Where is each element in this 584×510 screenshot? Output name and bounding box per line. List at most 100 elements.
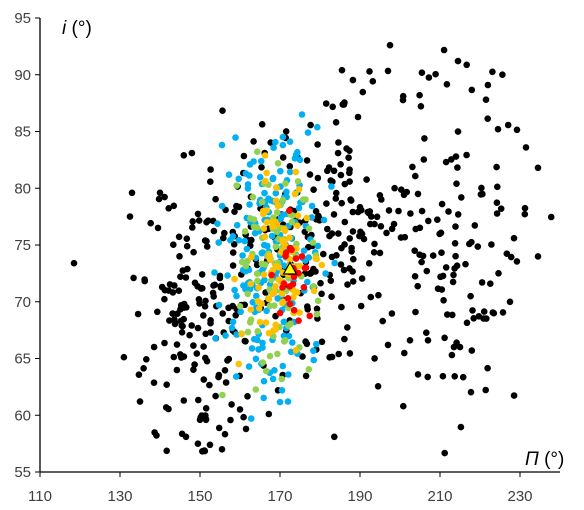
data-point (258, 260, 266, 268)
data-point (318, 261, 326, 269)
data-point (250, 138, 257, 145)
data-point (206, 441, 214, 449)
data-point (401, 349, 408, 357)
data-point (302, 372, 310, 380)
data-point (307, 121, 314, 129)
data-point (143, 356, 150, 363)
data-point (244, 181, 252, 188)
data-point (424, 373, 432, 381)
data-point (173, 341, 181, 348)
data-point (453, 339, 460, 347)
data-point (256, 173, 264, 181)
data-point (349, 76, 357, 84)
data-point (314, 242, 322, 250)
data-point (298, 253, 306, 260)
data-point (141, 277, 148, 285)
data-point (189, 224, 196, 231)
data-point (218, 202, 226, 210)
data-point (338, 66, 346, 74)
data-point (448, 156, 455, 163)
x-axis-title: Π (°) (525, 449, 564, 470)
data-point (279, 362, 287, 370)
data-point (269, 375, 277, 383)
data-point (186, 331, 193, 339)
data-point (313, 305, 321, 313)
data-point (156, 189, 164, 197)
data-point (286, 207, 293, 214)
data-point (291, 190, 299, 198)
data-point (195, 396, 202, 404)
data-point (272, 197, 280, 204)
data-point (463, 151, 470, 159)
data-point (180, 397, 188, 404)
data-point (215, 424, 223, 432)
data-point (444, 311, 451, 318)
data-point (244, 290, 251, 298)
data-point (210, 227, 218, 235)
data-point (359, 88, 367, 96)
data-point (194, 440, 202, 448)
highlight-marker (282, 261, 298, 275)
data-point (418, 69, 426, 76)
data-point (282, 128, 290, 135)
data-point (365, 209, 373, 217)
data-point (296, 309, 303, 316)
data-point (229, 249, 237, 256)
data-point (290, 294, 297, 301)
data-point (374, 383, 382, 390)
data-point (273, 209, 281, 216)
data-point (269, 290, 277, 298)
data-point (154, 308, 161, 316)
data-point (276, 398, 284, 406)
data-point (338, 303, 345, 311)
data-point (272, 138, 279, 146)
data-point (369, 78, 377, 85)
data-point (229, 318, 237, 326)
data-point (493, 199, 501, 206)
data-point (270, 144, 277, 151)
data-point (229, 262, 237, 269)
data-point (292, 168, 300, 176)
data-point (371, 355, 378, 362)
data-point (236, 303, 244, 310)
data-point (451, 373, 459, 380)
data-point (262, 177, 269, 185)
data-point (255, 305, 263, 312)
data-point (349, 208, 357, 216)
data-point (348, 248, 355, 255)
data-point (320, 250, 327, 258)
data-point (484, 81, 492, 89)
data-point (184, 265, 191, 273)
data-point (292, 255, 300, 262)
data-point (341, 218, 349, 226)
data-point (463, 61, 471, 69)
data-point (252, 355, 260, 363)
data-point (425, 74, 433, 81)
data-point (215, 371, 223, 379)
data-point (269, 174, 277, 182)
data-point (506, 298, 514, 306)
data-point (478, 184, 485, 192)
data-point (136, 398, 144, 405)
data-point (314, 174, 322, 182)
data-point (236, 406, 244, 413)
data-point (366, 68, 373, 75)
data-point (203, 243, 211, 250)
data-point (242, 425, 250, 433)
data-point (266, 352, 274, 360)
data-point (242, 338, 249, 345)
data-point (322, 270, 329, 277)
data-point (178, 354, 185, 361)
data-point (482, 96, 490, 103)
data-point (411, 247, 419, 254)
data-point (193, 350, 201, 357)
data-point (459, 373, 467, 381)
data-point (253, 224, 261, 231)
data-point (247, 306, 255, 313)
data-point (354, 113, 362, 121)
data-point (178, 329, 186, 336)
data-point (317, 279, 324, 287)
data-point (406, 337, 414, 344)
data-point (477, 191, 485, 198)
x-tick-label: 230 (507, 488, 532, 505)
